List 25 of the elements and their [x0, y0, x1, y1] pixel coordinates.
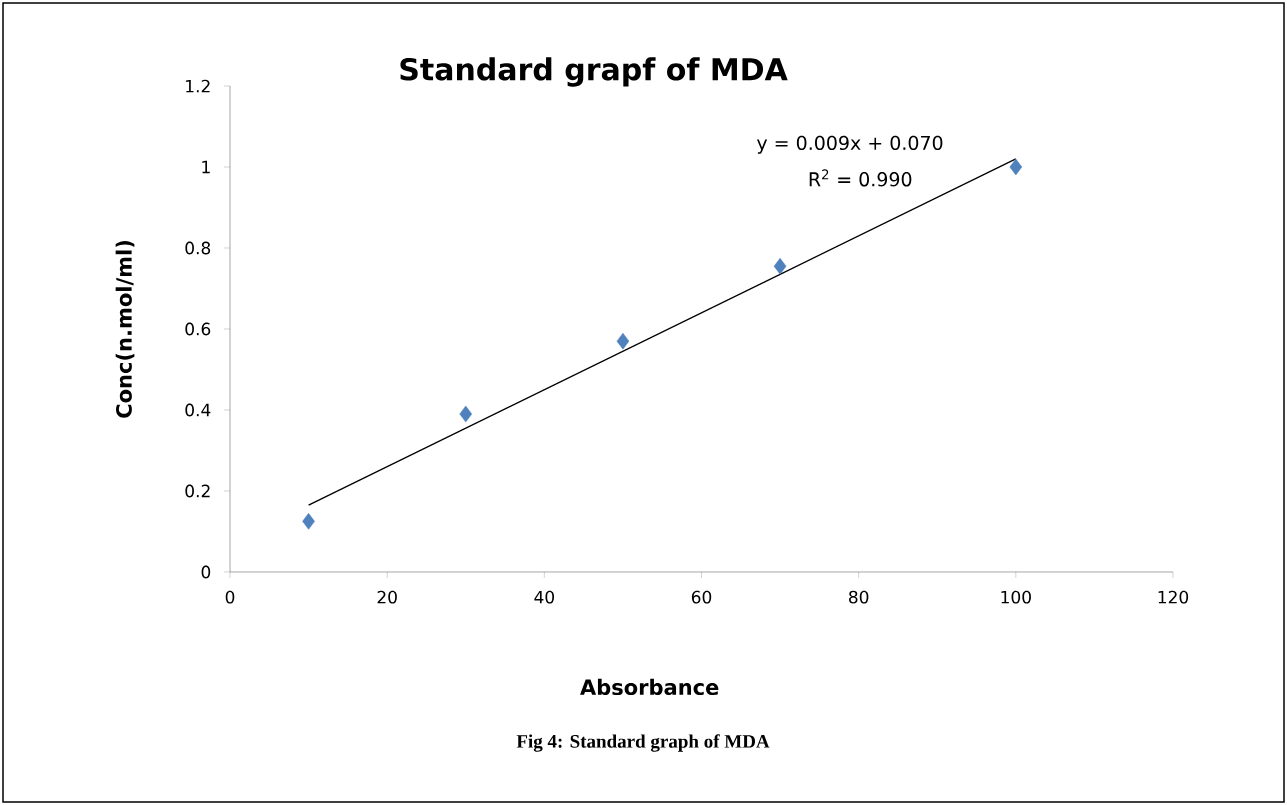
y-tick-label: 0 — [201, 565, 211, 579]
x-tick-label: 0 — [225, 590, 235, 604]
point — [1009, 158, 1023, 176]
y-axis-title: Conc(n.mol/ml) — [115, 240, 135, 418]
x-axis-title: Absorbance — [580, 678, 719, 696]
x-tick-label: 120 — [1158, 590, 1189, 604]
y-tick-label: 0.6 — [185, 322, 211, 336]
y-tick-label: 0.8 — [185, 241, 211, 255]
x-tick-label: 80 — [849, 590, 869, 604]
point — [616, 332, 630, 350]
point — [459, 405, 473, 423]
y-tick-label: 0.4 — [185, 403, 211, 417]
x-tick-label: 100 — [1001, 590, 1031, 604]
x-tick-label: 60 — [691, 590, 712, 604]
y-tick-label: 1 — [202, 160, 210, 174]
point — [773, 257, 787, 275]
y-tick-label: 1.2 — [186, 79, 210, 93]
y-tick-label: 0.2 — [185, 484, 210, 498]
x-tick-label: 20 — [377, 590, 397, 604]
chart-title: Standard grapf of MDA — [400, 57, 788, 87]
annotation: R$^{2}$ = 0.990 — [809, 169, 912, 187]
annotation: y = 0.009x + 0.070 — [756, 135, 943, 154]
x-tick-label: 40 — [534, 590, 555, 604]
point — [302, 513, 315, 530]
caption: Fig 4: Standard graph of MDA — [516, 734, 770, 752]
